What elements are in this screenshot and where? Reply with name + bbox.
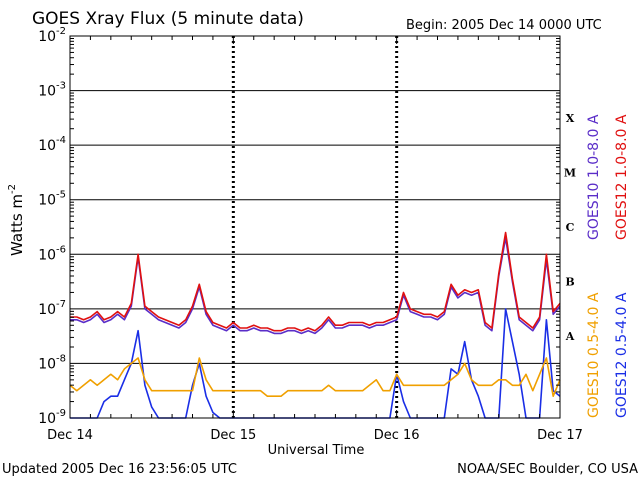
x-axis-label: Universal Time [268,443,365,458]
series-line [70,237,561,335]
flare-class-label: B [565,276,574,289]
flare-class-label: C [566,221,575,234]
flare-class-label: A [565,330,575,343]
chart-title: GOES Xray Flux (5 minute data) [32,9,304,29]
legend-entry: GOES10 1.0-8.0 A [586,114,602,240]
credit-text: NOAA/SEC Boulder, CO USA [457,462,638,477]
legend: GOES10 1.0-8.0 A GOES12 1.0-8.0 A GOES10 0… [586,114,630,418]
y-tick-label: 10-8 [38,353,66,372]
legend-entry: GOES10 0.5-4.0 A [586,292,602,418]
svg-text:Watts m-2: Watts m-2 [7,184,26,256]
y-tick-label: 10-3 [38,81,66,100]
y-tick-label: 10-4 [38,135,66,154]
x-tick-label: Dec 16 [374,428,420,443]
y-axis-label-group: Watts m-2 [7,184,26,256]
x-tick-label: Dec 17 [537,428,583,443]
axes: 10-9 10-8 10-7 10-6 10-5 10-4 10-3 10-2 Dec 14 De… [38,26,583,443]
y-axis-label-sup: -2 [7,184,18,194]
flare-class-label: M [564,166,576,179]
series-line [70,231,561,332]
series-line [69,357,561,398]
plot-area [69,35,561,419]
legend-entry: GOES12 0.5-4.0 A [614,292,630,418]
y-tick-label: 10-2 [38,26,66,45]
x-tick-label: Dec 14 [47,428,93,443]
y-tick-label: 10-5 [38,190,66,209]
plot-frame [69,35,561,419]
flare-class-label: X [566,112,575,125]
updated-time: Updated 2005 Dec 16 23:56:05 UTC [2,462,237,477]
y-tick-label: 10-6 [38,244,66,263]
y-axis-label: Watts m [8,194,26,256]
y-tick-label: 10-7 [38,299,66,318]
y-tick-label: 10-9 [38,408,66,427]
x-tick-label: Dec 15 [210,428,256,443]
legend-entry: GOES12 1.0-8.0 A [614,114,630,240]
begin-time: Begin: 2005 Dec 14 0000 UTC [406,18,602,33]
